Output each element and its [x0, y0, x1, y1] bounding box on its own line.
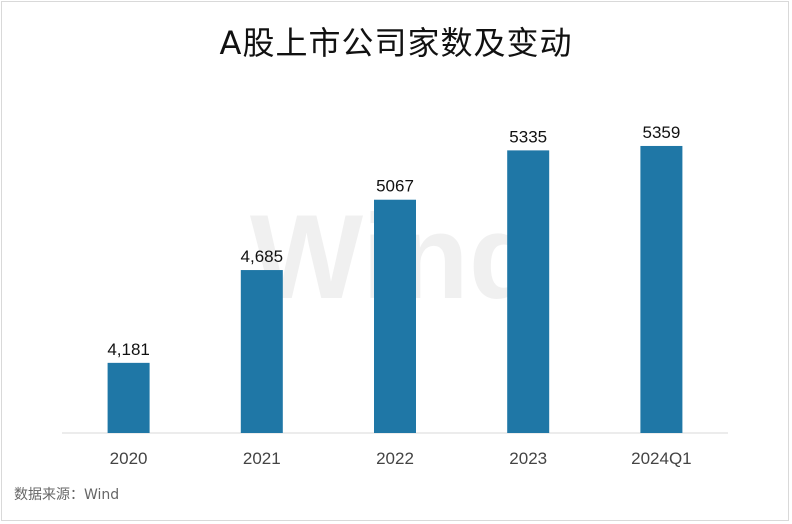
x-tick-2023: 2023 [509, 449, 547, 468]
data-label-2022: 5067 [376, 177, 414, 196]
chart-title: A股上市公司家数及变动 [219, 24, 573, 62]
bar-2024Q1 [640, 145, 683, 434]
data-label-2023: 5335 [509, 127, 547, 146]
bar-2022 [374, 199, 416, 433]
x-tick-2024Q1: 2024Q1 [631, 449, 692, 468]
x-tick-2022: 2022 [376, 449, 414, 468]
data-label-2024Q1: 5359 [642, 123, 680, 142]
x-tick-2021: 2021 [243, 449, 281, 468]
source-note: 数据来源：Wind [14, 487, 120, 503]
bar-2023 [507, 150, 550, 434]
x-tick-2020: 2020 [110, 449, 148, 468]
bar-2020 [107, 362, 150, 433]
bar-2021 [240, 270, 283, 433]
data-label-2020: 4,181 [107, 340, 150, 359]
data-label-2021: 4,685 [241, 247, 284, 266]
